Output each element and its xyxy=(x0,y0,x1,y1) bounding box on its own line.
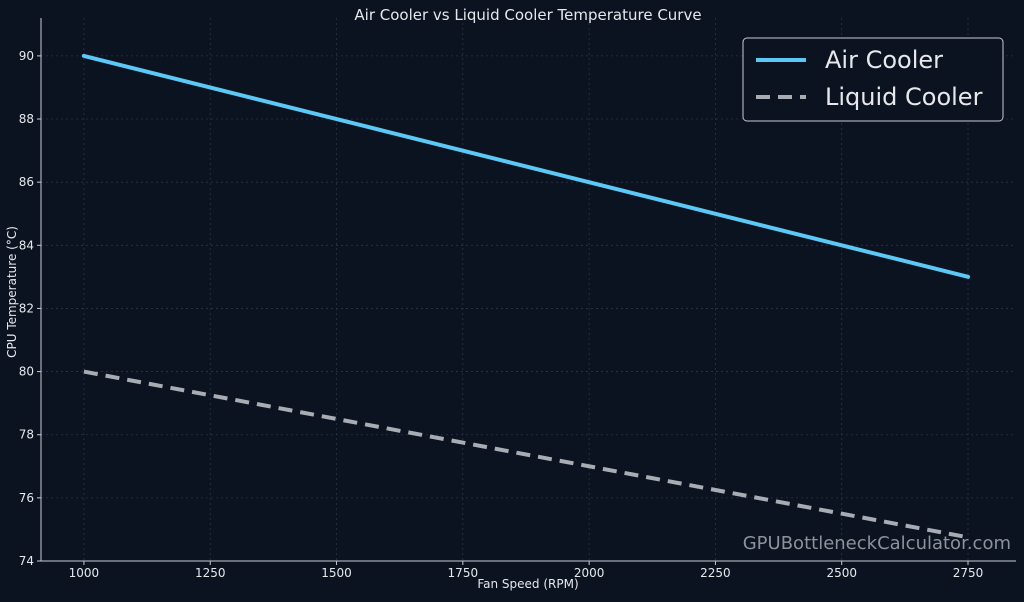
legend-box xyxy=(742,37,1004,122)
y-tick-label-82: 82 xyxy=(19,301,34,315)
x-tick-label-1750: 1750 xyxy=(448,566,479,580)
x-tick-label-2500: 2500 xyxy=(826,566,857,580)
y-tick-label-74: 74 xyxy=(19,554,34,568)
x-tick-label-2000: 2000 xyxy=(574,566,605,580)
x-axis-label: Fan Speed (RPM) xyxy=(477,577,578,591)
x-tick-label-1500: 1500 xyxy=(321,566,352,580)
y-tick-label-84: 84 xyxy=(19,238,34,252)
x-tick-label-1250: 1250 xyxy=(195,566,226,580)
legend: Air Cooler Liquid Cooler xyxy=(742,37,1004,122)
grid-lines xyxy=(41,18,1016,562)
series-line-liquid-cooler xyxy=(83,369,969,540)
y-tick-label-80: 80 xyxy=(19,365,34,379)
y-tick-label-88: 88 xyxy=(19,112,34,126)
x-tick-label-2750: 2750 xyxy=(953,566,984,580)
series-lines xyxy=(81,53,971,540)
watermark: GPUBottleneckCalculator.com xyxy=(743,533,1011,554)
x-tick-label-2250: 2250 xyxy=(700,566,731,580)
axes xyxy=(40,18,1016,562)
y-tick-label-76: 76 xyxy=(19,491,34,505)
y-tick-label-90: 90 xyxy=(19,49,34,63)
tick-labels: 1000 1250 1500 1750 2000 2250 2500 2750 74 76 78 80… xyxy=(19,49,984,580)
y-axis-label: CPU Temperature (°C) xyxy=(5,226,19,358)
y-tick-label-86: 86 xyxy=(19,175,34,189)
legend-label-air-cooler: Air Cooler xyxy=(825,46,943,74)
x-tick-label-1000: 1000 xyxy=(69,566,100,580)
legend-label-liquid-cooler: Liquid Cooler xyxy=(825,83,983,111)
y-tick-label-78: 78 xyxy=(19,428,34,442)
chart-title: Air Cooler vs Liquid Cooler Temperature … xyxy=(354,6,701,24)
series-line-air-cooler xyxy=(81,53,971,279)
